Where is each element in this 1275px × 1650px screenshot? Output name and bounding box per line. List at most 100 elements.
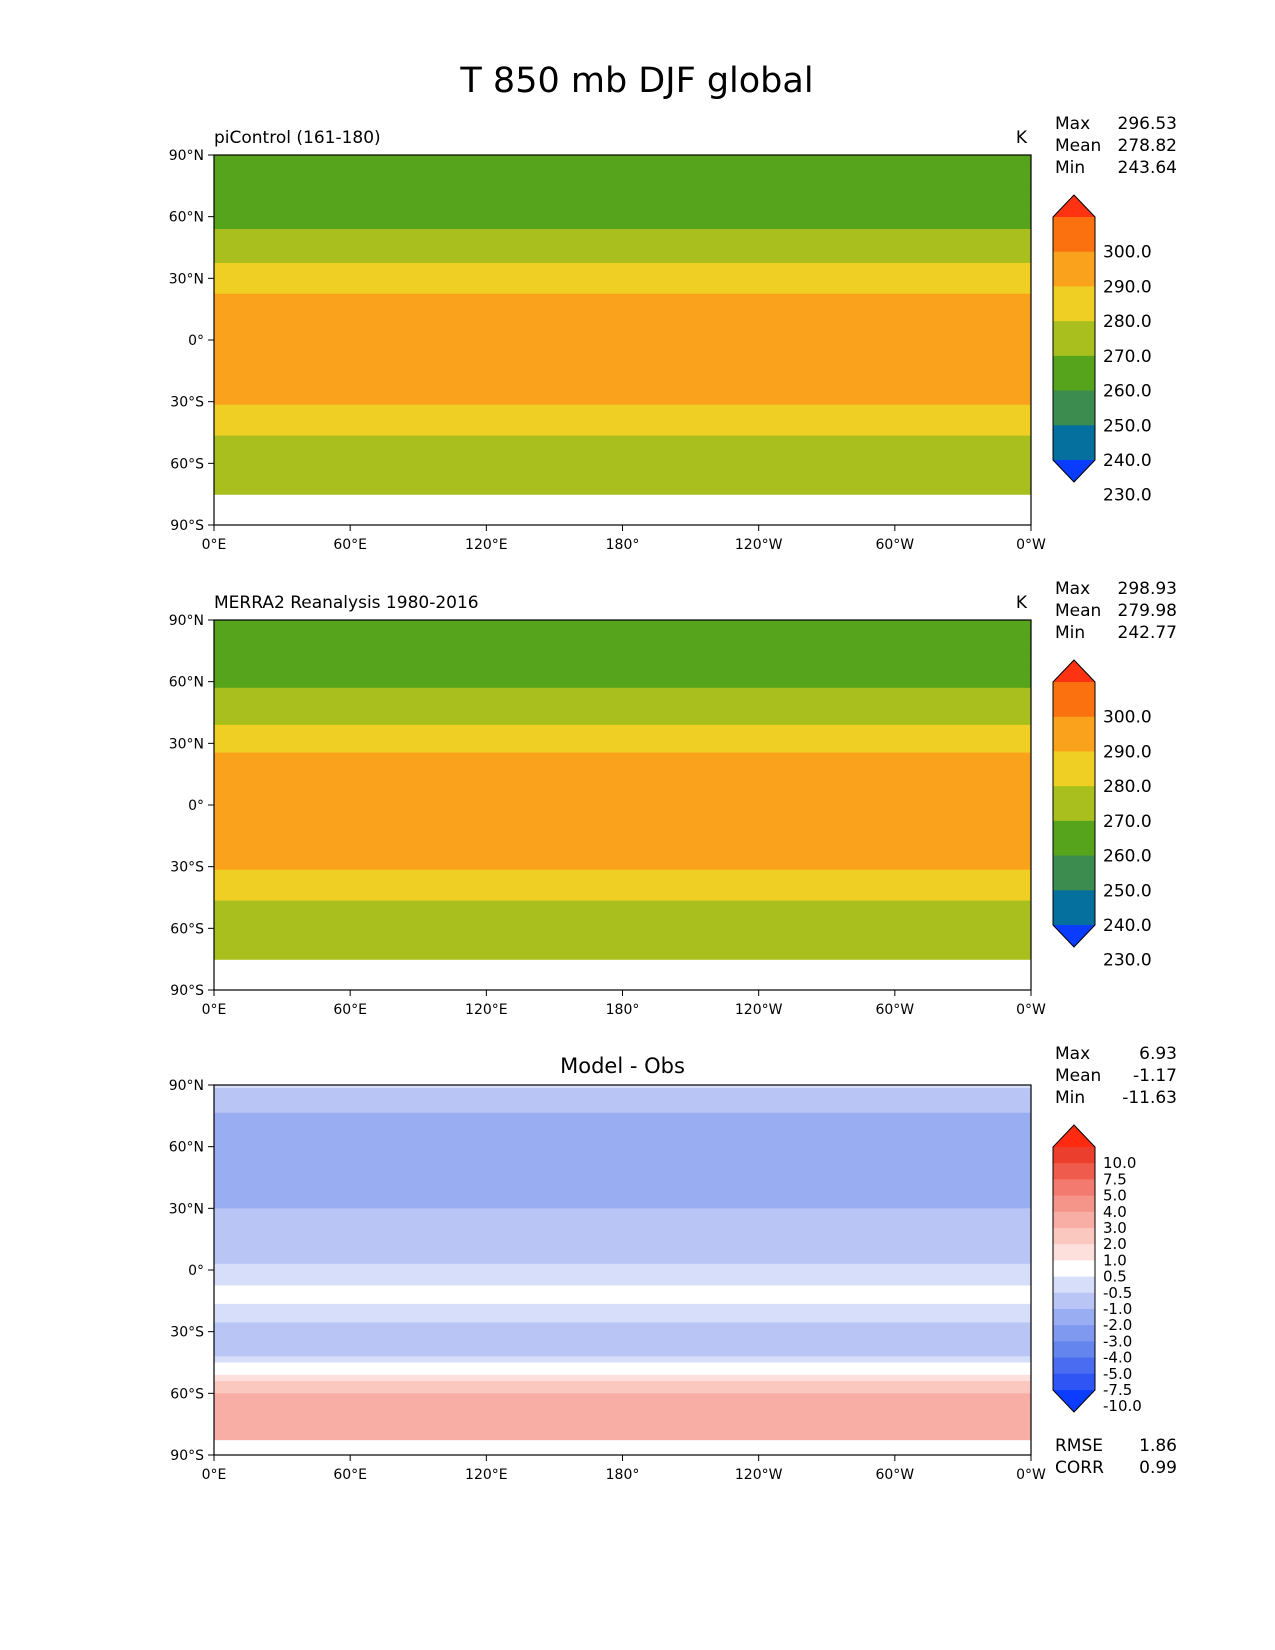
field-band [214,1152,1031,1157]
field-band [214,761,1031,766]
field-band [214,1146,1031,1151]
panels: piControl (161-180) K 90°N 60°N 30°N 0° 30°S 60… [169,114,1177,1483]
field-band [214,290,1031,295]
x-tick-label: 180° [606,1002,640,1018]
field-band [214,1254,1031,1259]
field-band [214,1233,1031,1237]
field-band [214,897,1031,902]
field-band [214,900,1031,905]
colorbar-tick-label: -0.5 [1103,1284,1132,1302]
colorbar-tick-label: -1.0 [1103,1300,1132,1318]
field-band [214,315,1031,320]
panel-title: Model - Obs [560,1054,685,1078]
field-band [214,1402,1031,1407]
y-tick-label: 60°N [169,675,204,691]
field-band [214,1297,1031,1302]
stat-label: Mean [1055,601,1101,621]
field-band [214,1260,1031,1265]
figure-title: T 850 mb DJF global [459,61,813,101]
field-band [214,755,1031,760]
colorbar-tick-label: -3.0 [1103,1332,1132,1350]
colorbar-extend-max [1053,195,1095,217]
field-band [214,404,1031,409]
field-band [214,358,1031,363]
field-band [214,808,1031,812]
stat-label: Mean [1055,136,1101,156]
stat-label: Min [1055,1088,1085,1108]
field-band [214,158,1031,162]
field-band [214,1433,1031,1438]
field-band [214,740,1031,744]
field-band [214,771,1031,775]
field-band [214,1131,1031,1135]
field-band [214,1199,1031,1203]
x-tick-label: 60°E [333,537,367,553]
x-tick-label: 0°W [1016,537,1046,553]
x-tick-label: 60°W [875,1467,914,1483]
field-band [214,355,1031,360]
colorbar-segment [1053,1195,1095,1213]
metrics-block: RMSE 1.86 CORR 0.99 [1055,1436,1177,1478]
field-band [214,1097,1031,1102]
colorbar-tick-label: -2.0 [1103,1316,1132,1334]
colorbar-segment [1053,1244,1095,1261]
colorbar-segment [1053,1292,1095,1310]
field-band [214,1384,1031,1388]
colorbar-tick-label: 240.0 [1103,451,1152,471]
colorbar-extend-min [1053,1390,1095,1412]
field-band [214,204,1031,209]
field-band [214,857,1031,862]
stats-block: Max 298.93 Mean 279.98 Min 242.77 [1055,579,1177,643]
field-band [214,1134,1031,1139]
field-band [214,737,1031,741]
field-band [214,352,1031,357]
field-band [214,1279,1031,1283]
stat-value: 279.98 [1118,601,1177,621]
field-band [214,336,1031,341]
field-band [214,1257,1031,1262]
field-band [214,835,1031,840]
field-band [214,1350,1031,1354]
field-band [214,792,1031,797]
field-band [214,164,1031,168]
stat-value: 298.93 [1118,579,1177,599]
field-band [214,1393,1031,1398]
field-band [214,1183,1031,1188]
field-band [214,1211,1031,1216]
field-band [214,266,1031,270]
field-band [214,488,1031,492]
field-band [214,641,1031,646]
x-tick-label: 60°E [333,1467,367,1483]
field-band [214,638,1031,643]
field-band [214,1125,1031,1129]
field-band [214,349,1031,353]
field-band [214,937,1031,942]
field-band [214,1180,1031,1185]
field-band [214,678,1031,683]
field-band [214,647,1031,652]
field-band [214,694,1031,698]
field-band [214,343,1031,347]
colorbar-tick-label: 270.0 [1103,347,1152,367]
y-tick-label: 90°S [170,983,204,999]
field-band [214,669,1031,674]
field-band [214,340,1031,344]
field-band [214,820,1031,825]
field-band [214,1174,1031,1179]
field-band [214,1223,1031,1228]
field-band [214,1226,1031,1231]
stats-block: Max 296.53 Mean 278.82 Min 243.64 [1055,114,1177,178]
stat-label: Min [1055,158,1085,178]
field-band [214,919,1031,923]
field-band [214,1192,1031,1197]
field-band [214,463,1031,468]
field-band [214,687,1031,692]
field-band [214,1162,1031,1166]
field-band [214,429,1031,434]
colorbar-tick-label: 280.0 [1103,312,1152,332]
y-tick-label: 90°N [169,1078,204,1094]
field-band [214,1128,1031,1132]
field-band [214,953,1031,957]
colorbar-segment [1053,1341,1095,1359]
field-band [214,863,1031,868]
